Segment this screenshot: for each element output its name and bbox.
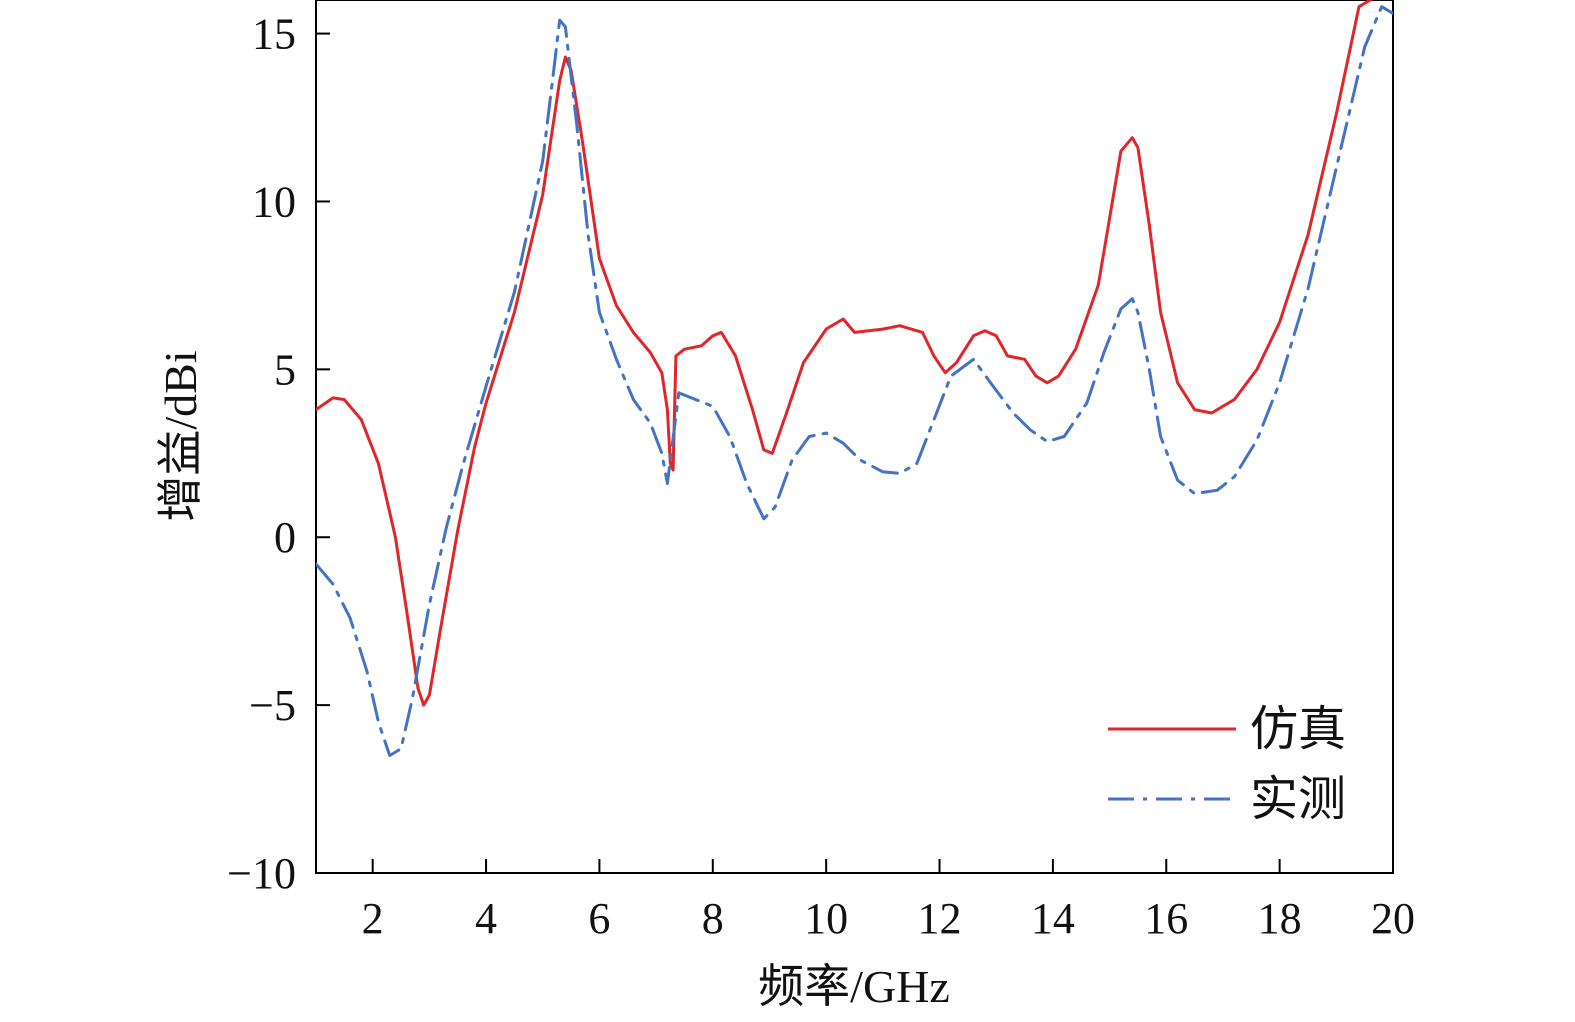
series-line-measured <box>316 5 1393 757</box>
y-tick-label: 5 <box>274 345 296 394</box>
y-tick-label: 15 <box>252 10 296 59</box>
legend-label-simulated: 仿真 <box>1250 703 1346 756</box>
x-tick-label: 6 <box>588 894 610 943</box>
x-tick-label: 12 <box>918 894 962 943</box>
x-tick-label: 2 <box>362 894 384 943</box>
y-axis-title: 增益/dBi <box>155 350 206 521</box>
x-axis-ticks: 2 4 6 8 10 12 14 16 18 20 <box>362 859 1415 943</box>
series-line-simulated <box>316 0 1372 707</box>
x-tick-label: 4 <box>475 894 497 943</box>
x-tick-label: 10 <box>804 894 848 943</box>
x-tick-label: 18 <box>1258 894 1302 943</box>
x-axis-title: 频率/GHz <box>758 961 950 1012</box>
series-layer <box>316 0 1393 757</box>
plot-frame <box>315 0 1394 874</box>
x-tick-label: 8 <box>702 894 724 943</box>
y-axis-ticks: −10 −5 0 5 10 15 <box>227 10 330 898</box>
y-tick-label: −10 <box>227 849 296 898</box>
y-tick-label: 0 <box>274 513 296 562</box>
x-tick-label: 16 <box>1144 894 1188 943</box>
x-tick-label: 20 <box>1371 894 1415 943</box>
legend-label-measured: 实测 <box>1250 773 1346 826</box>
y-tick-label: −5 <box>249 681 296 730</box>
x-tick-label: 14 <box>1031 894 1075 943</box>
y-tick-label: 10 <box>252 177 296 226</box>
legend: 仿真 实测 <box>1108 703 1346 826</box>
